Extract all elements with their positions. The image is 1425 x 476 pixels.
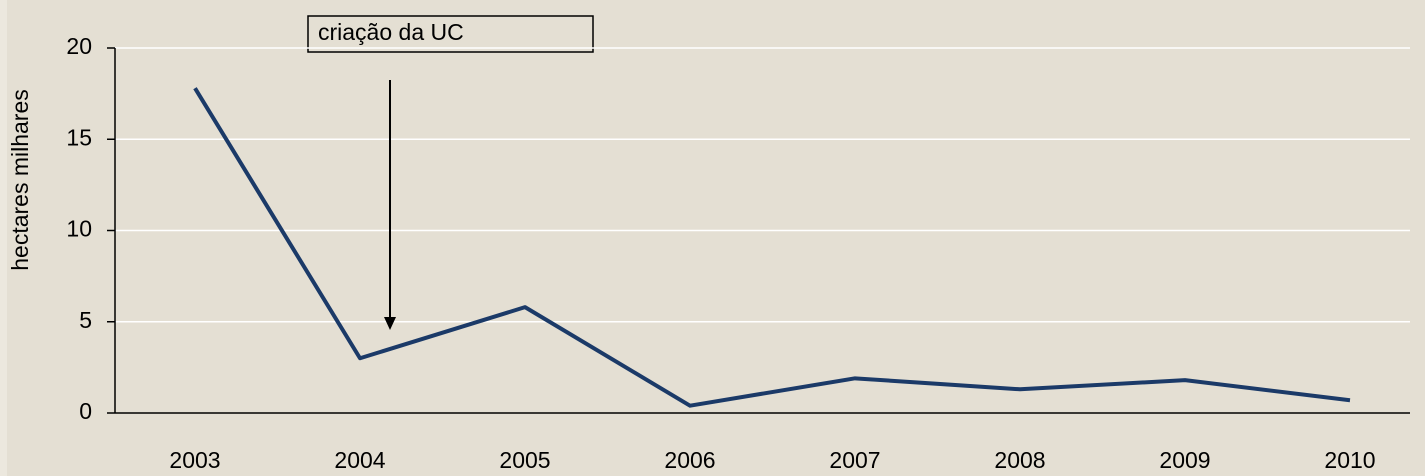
x-tick-label: 2007 [829,447,880,473]
arrow-head [384,317,396,330]
y-tick-label: 5 [79,307,92,333]
x-tick-label: 2003 [169,447,220,473]
annotation-box [307,15,594,53]
x-tick-label: 2005 [499,447,550,473]
y-tick-label: 10 [66,216,92,242]
y-tick-label: 0 [79,398,92,424]
edge-strip [0,0,7,476]
data-line [193,87,1351,408]
x-tick-label: 2004 [334,447,385,473]
y-axis-label: hectares milhares [7,89,33,271]
x-tick-label: 2009 [1159,447,1210,473]
x-tick-label: 2008 [994,447,1045,473]
annotation: criação da UC [318,19,464,45]
x-tick-label: 2010 [1324,447,1375,473]
y-tick-label: 15 [66,124,92,150]
y-tick-label: 20 [66,33,92,59]
x-tick-label: 2006 [664,447,715,473]
